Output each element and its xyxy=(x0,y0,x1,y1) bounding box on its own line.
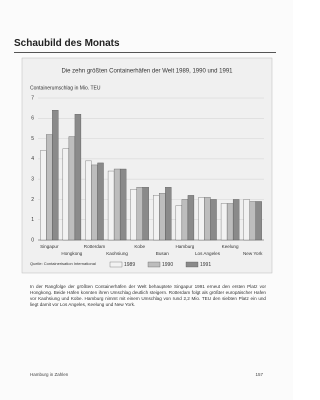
y-tick-label: 2 xyxy=(31,197,34,203)
x-tick-label: Singapur xyxy=(40,244,59,249)
y-axis-label: Containerumschlag in Mio. TEU xyxy=(30,85,101,91)
header-rule xyxy=(14,52,276,53)
bar xyxy=(153,195,160,241)
bar xyxy=(136,187,143,241)
bar xyxy=(220,203,228,241)
bar xyxy=(181,199,189,241)
chart-title: Die zehn größten Containerhäfen der Welt… xyxy=(61,69,233,75)
y-tick-label: 6 xyxy=(31,116,34,122)
x-tick-label: Kobe xyxy=(134,244,145,249)
bar xyxy=(68,136,76,241)
bar xyxy=(91,164,98,241)
bar xyxy=(165,187,172,241)
bar xyxy=(249,201,256,241)
y-tick-label: 0 xyxy=(31,237,34,243)
bar xyxy=(187,195,195,241)
y-tick-label: 3 xyxy=(31,176,34,182)
bar xyxy=(232,199,240,241)
y-tick-label: 5 xyxy=(31,136,34,142)
x-tick-label: Busan xyxy=(156,251,169,256)
bar xyxy=(130,189,137,241)
header-title: Schaubild des Monats xyxy=(14,38,120,49)
body-text: In der Rangfolge der größten Containerhä… xyxy=(30,284,266,307)
bar xyxy=(142,187,149,241)
bar xyxy=(52,110,59,241)
bar xyxy=(198,197,205,241)
x-tick-label: Rotterdam xyxy=(84,244,106,249)
y-tick-label: 7 xyxy=(31,95,34,101)
footer-left: Hamburg in Zahlen xyxy=(30,372,69,377)
bar xyxy=(255,201,262,241)
page-number: 157 xyxy=(255,372,263,377)
legend-label: 1989 xyxy=(124,262,135,268)
bar xyxy=(46,134,53,241)
legend-swatch xyxy=(109,261,123,268)
y-tick-label: 1 xyxy=(31,217,34,223)
bar xyxy=(226,203,234,241)
bar xyxy=(204,197,211,241)
y-tick-label: 4 xyxy=(31,156,34,162)
x-tick-label: Hamburg xyxy=(175,244,194,249)
x-tick-label: New York xyxy=(243,251,263,256)
bar xyxy=(119,168,127,241)
bar xyxy=(113,168,121,241)
chart: Die zehn größten Containerhäfen der Welt… xyxy=(21,57,273,274)
x-tick-label: Los Angeles xyxy=(195,251,221,256)
x-tick-label: Kaohsiung xyxy=(106,251,128,256)
bar xyxy=(74,114,82,241)
source: Quelle: Containerisation International xyxy=(30,261,96,266)
bar xyxy=(62,148,70,241)
bar xyxy=(159,193,166,241)
x-tick-label: Hongkong xyxy=(61,251,82,256)
bar xyxy=(85,160,92,241)
bar xyxy=(107,170,115,241)
legend-swatch xyxy=(147,261,161,268)
bar xyxy=(97,162,104,241)
page: Schaubild des Monats Die zehn größten Co… xyxy=(14,38,276,377)
bar xyxy=(40,150,47,241)
bar xyxy=(175,205,183,241)
bar xyxy=(210,199,217,241)
legend-label: 1991 xyxy=(200,262,211,268)
x-tick-label: Keelung xyxy=(222,244,239,249)
bar xyxy=(243,199,250,241)
legend-label: 1990 xyxy=(162,262,173,268)
legend-swatch xyxy=(185,261,199,268)
